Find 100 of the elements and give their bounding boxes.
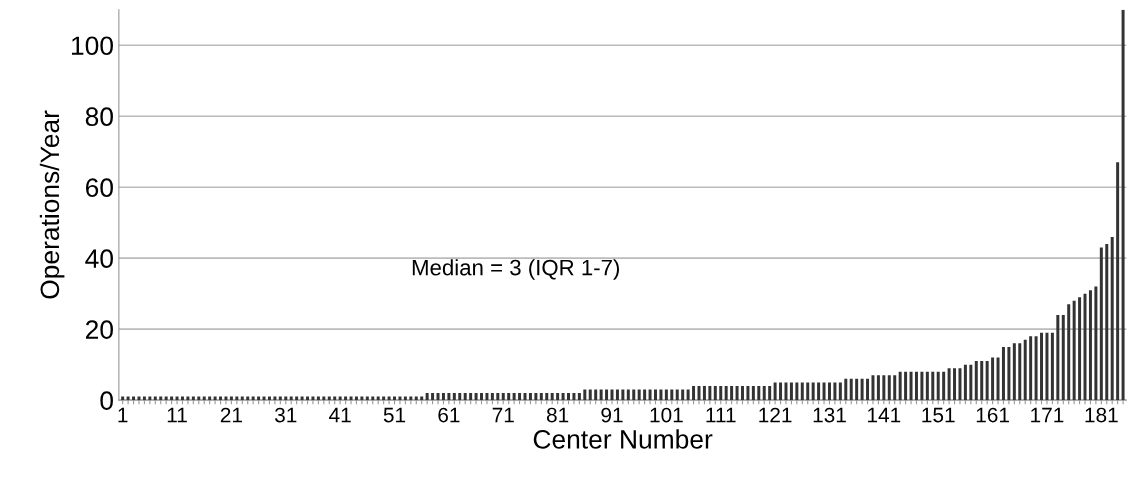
bar [583,389,587,401]
bar [1116,162,1120,401]
bar [1072,300,1076,401]
bar [784,382,788,401]
bar [866,378,870,401]
bar [1050,332,1054,401]
bar [545,393,549,401]
bar [909,371,913,401]
bar [996,357,1000,401]
bar [1078,297,1082,401]
bar [550,393,554,401]
bar [855,378,859,401]
bar [594,389,598,401]
bar [795,382,799,401]
bar [740,385,744,401]
bar [561,393,565,401]
bar [1040,332,1044,401]
bar [1007,346,1011,401]
bar [735,385,739,401]
bar [953,368,957,401]
bar [1099,247,1103,401]
bar [876,375,880,401]
bar [806,382,810,401]
bar [681,389,685,401]
bar [789,382,793,401]
bar [632,389,636,401]
bar [936,371,940,401]
x-tick-label: 81 [546,407,569,423]
bar [985,361,989,401]
x-tick-label: 121 [759,407,792,423]
x-tick-label: 21 [220,407,242,423]
bar [724,385,728,401]
bar [490,393,494,401]
bar [474,393,478,401]
bar [1083,293,1087,401]
x-tick-label: 51 [383,407,406,423]
bar [768,385,772,401]
bar [643,389,647,401]
bar [958,368,962,401]
bar [827,382,831,401]
bar [1094,286,1098,401]
bar [599,389,603,401]
bar [1110,236,1114,401]
bar [605,389,609,401]
bar [528,393,532,401]
bar [1121,9,1125,401]
bar [904,371,908,401]
bar [708,385,712,401]
bar [920,371,924,401]
bar [1012,343,1016,401]
bar [969,364,973,401]
bar [719,385,723,401]
y-tick-label: 80 [85,107,113,127]
bar [893,375,897,401]
bar [469,393,473,401]
y-tick-label: 100 [71,36,113,56]
y-tick-label: 40 [85,249,113,269]
bar [779,382,783,401]
bar [485,393,489,401]
bar [844,378,848,401]
bar [539,393,543,401]
bar [697,385,701,401]
bar [974,361,978,401]
x-tick-label: 141 [868,407,901,423]
bar [458,393,462,401]
bar [659,389,663,401]
x-tick-label: 91 [601,407,623,423]
bar [431,393,435,401]
bar [860,378,864,401]
bar [588,389,592,401]
bar [746,385,750,401]
bar [702,385,706,401]
bar [947,368,951,401]
bar [914,371,918,401]
bar [572,393,576,401]
bar [480,393,483,401]
bar [991,357,995,401]
bar [664,389,668,401]
bar [871,375,875,401]
bar [1034,336,1038,401]
x-tick-label: 181 [1085,407,1118,423]
bar [637,389,641,401]
bar [447,393,451,401]
x-tick-label: 151 [922,407,955,423]
bar [833,382,837,401]
y-tick-label: 60 [85,178,113,198]
bar [757,385,761,401]
x-tick-label: 11 [167,407,187,423]
x-tick-label: 71 [492,407,514,423]
bar [686,389,690,401]
bar [518,393,522,401]
bar [534,393,538,401]
bar [773,382,777,401]
bar [692,385,696,401]
x-tick-label: 41 [329,407,351,423]
bar [751,385,755,401]
x-tick-label: 101 [650,407,683,423]
bar [496,393,500,401]
annotation: Median = 3 (IQR 1-7) [412,259,619,280]
bar [1056,314,1060,401]
